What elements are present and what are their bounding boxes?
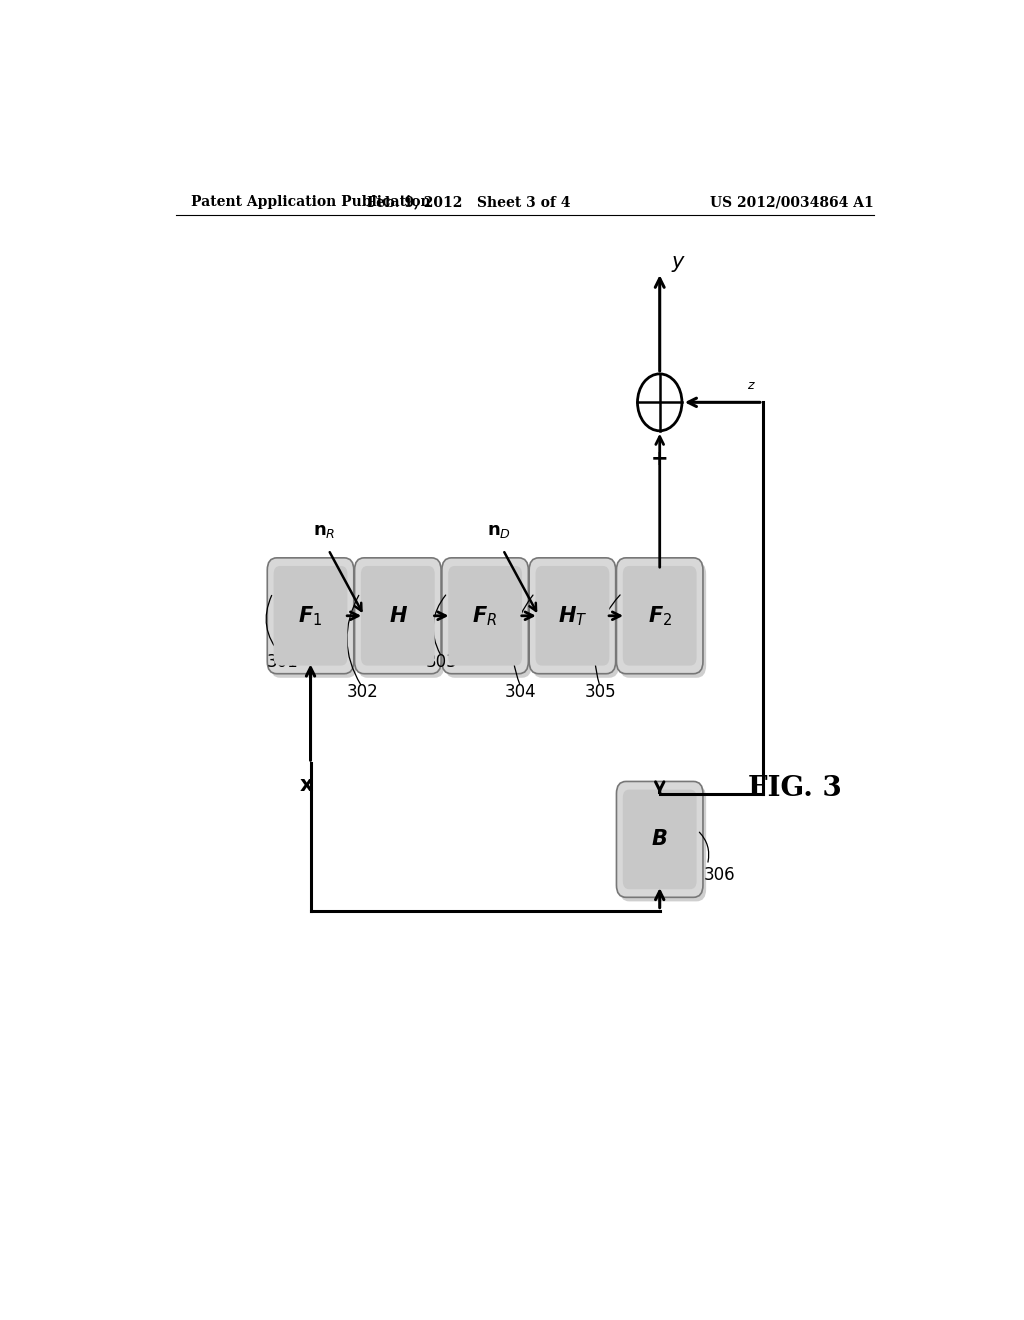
Text: FIG. 3: FIG. 3: [748, 775, 842, 803]
FancyBboxPatch shape: [623, 789, 696, 890]
FancyBboxPatch shape: [442, 558, 528, 673]
Text: F$_R$: F$_R$: [472, 605, 498, 627]
FancyBboxPatch shape: [529, 558, 615, 673]
FancyBboxPatch shape: [616, 781, 702, 898]
FancyBboxPatch shape: [357, 562, 444, 677]
FancyBboxPatch shape: [536, 566, 609, 665]
FancyBboxPatch shape: [449, 566, 522, 665]
Text: 303: 303: [426, 652, 458, 671]
Text: 301: 301: [267, 652, 299, 671]
Text: $\mathbf{x}$: $\mathbf{x}$: [299, 775, 314, 796]
Text: $\mathbf{n}$$_R$: $\mathbf{n}$$_R$: [313, 521, 336, 540]
Text: B: B: [651, 829, 668, 849]
FancyBboxPatch shape: [270, 562, 357, 677]
Text: Patent Application Publication: Patent Application Publication: [191, 195, 431, 209]
FancyBboxPatch shape: [354, 558, 441, 673]
Text: $z$: $z$: [746, 379, 756, 392]
FancyBboxPatch shape: [623, 566, 696, 665]
Text: 305: 305: [585, 682, 616, 701]
Text: F$_1$: F$_1$: [298, 605, 323, 627]
FancyBboxPatch shape: [532, 562, 618, 677]
Text: +: +: [651, 449, 669, 469]
Text: Feb. 9, 2012   Sheet 3 of 4: Feb. 9, 2012 Sheet 3 of 4: [368, 195, 571, 209]
FancyBboxPatch shape: [267, 558, 353, 673]
FancyBboxPatch shape: [273, 566, 347, 665]
Text: H$_T$: H$_T$: [558, 605, 587, 627]
FancyBboxPatch shape: [616, 558, 702, 673]
Text: $y$: $y$: [671, 255, 686, 275]
Text: $\mathbf{n}$$_D$: $\mathbf{n}$$_D$: [487, 521, 511, 540]
FancyBboxPatch shape: [360, 566, 435, 665]
Text: US 2012/0034864 A1: US 2012/0034864 A1: [711, 195, 873, 209]
Text: F$_2$: F$_2$: [647, 605, 672, 627]
Text: 302: 302: [346, 682, 378, 701]
FancyBboxPatch shape: [620, 785, 707, 902]
Text: 306: 306: [703, 866, 735, 884]
FancyBboxPatch shape: [445, 562, 531, 677]
Text: H: H: [389, 606, 407, 626]
Text: 304: 304: [505, 682, 537, 701]
FancyBboxPatch shape: [620, 562, 707, 677]
